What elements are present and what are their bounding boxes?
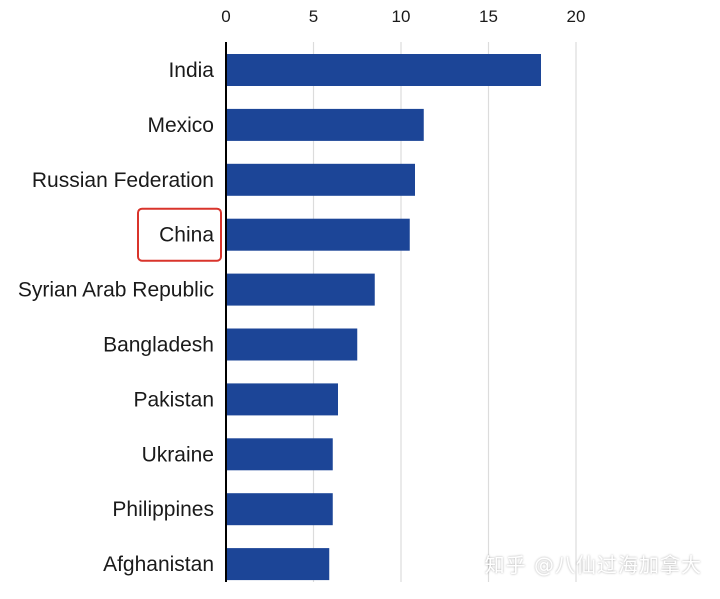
bar-bangladesh [226, 328, 358, 361]
bar-china [226, 218, 410, 251]
x-tick-label-20: 20 [567, 7, 586, 26]
category-label-syrian-arab-republic: Syrian Arab Republic [18, 279, 214, 302]
category-label-china: China [159, 224, 214, 247]
category-label-pakistan: Pakistan [133, 388, 214, 411]
category-label-russian-federation: Russian Federation [32, 169, 214, 192]
bar-pakistan [226, 383, 338, 416]
bar-ukraine [226, 438, 333, 471]
bar-philippines [226, 493, 333, 526]
watermark: 知乎 @八仙过海加拿大 [484, 553, 702, 577]
bar-india [226, 54, 541, 86]
highlight-box-china [137, 207, 222, 262]
x-tick-label-0: 0 [221, 7, 230, 26]
x-tick-label-15: 15 [479, 7, 498, 26]
category-label-ukraine: Ukraine [142, 443, 214, 466]
category-label-mexico: Mexico [147, 114, 214, 137]
bar-mexico [226, 108, 424, 141]
category-label-bangladesh: Bangladesh [103, 334, 214, 357]
category-label-india: India [168, 59, 214, 82]
bar-syrian-arab-republic [226, 273, 375, 306]
bar-russian-federation [226, 163, 415, 196]
category-label-philippines: Philippines [112, 498, 214, 521]
bar-afghanistan [226, 548, 330, 581]
category-label-afghanistan: Afghanistan [103, 553, 214, 576]
x-tick-label-5: 5 [309, 7, 318, 26]
x-tick-label-10: 10 [392, 7, 411, 26]
